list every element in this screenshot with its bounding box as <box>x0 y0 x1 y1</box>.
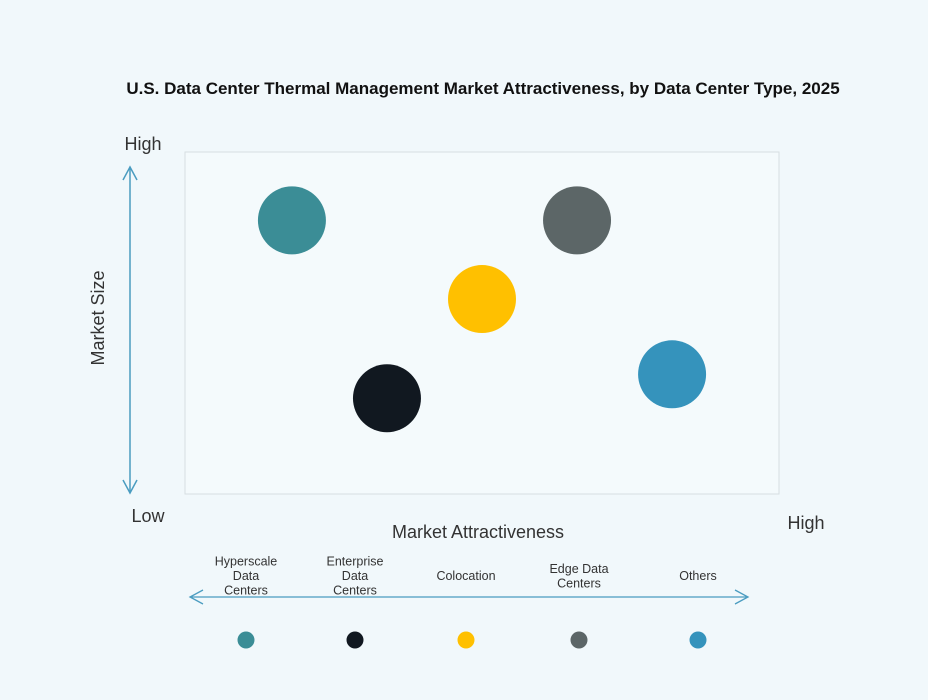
y-axis-arrow <box>122 165 138 495</box>
data-point-3 <box>543 186 612 255</box>
legend-label-0: Hyperscale Data Centers <box>215 555 278 598</box>
legend-dot-1 <box>346 631 364 649</box>
data-point-1 <box>352 364 421 433</box>
legend-dot-2 <box>457 631 475 649</box>
legend-label-4: Others <box>679 569 717 583</box>
data-point-2 <box>448 265 516 334</box>
y-axis-high-label: High <box>124 134 161 154</box>
data-point-4 <box>638 340 707 409</box>
legend: Hyperscale Data Centers Enterprise Data Cente… <box>215 555 717 649</box>
y-axis-low-label: Low <box>131 506 165 526</box>
legend-label-1: Enterprise Data Centers <box>327 555 384 598</box>
legend-dot-3 <box>570 631 588 649</box>
legend-label-3: Edge Data Centers <box>549 562 608 591</box>
x-axis-label: Market Attractiveness <box>392 522 564 542</box>
legend-dot-0 <box>237 631 255 649</box>
chart-title: U.S. Data Center Thermal Management Mark… <box>126 79 839 98</box>
y-axis-label: Market Size <box>88 270 108 365</box>
legend-dot-4 <box>689 631 707 649</box>
data-point-0 <box>257 186 326 255</box>
legend-arrow <box>188 589 750 605</box>
legend-label-2: Colocation <box>436 569 495 583</box>
x-axis-high-label: High <box>787 513 824 533</box>
data-points <box>257 186 707 433</box>
